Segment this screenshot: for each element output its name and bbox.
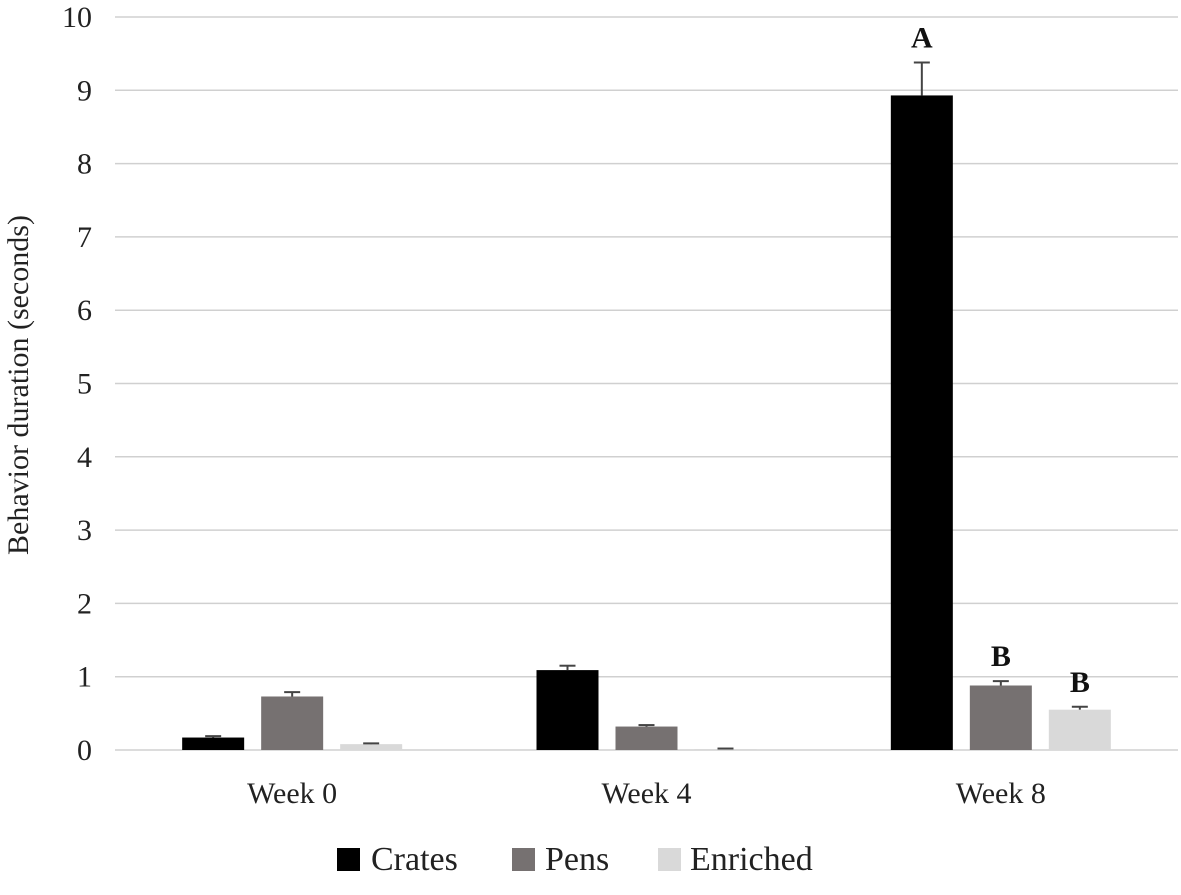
x-category-label: Week 8: [956, 777, 1046, 810]
significance-label: B: [1070, 666, 1090, 699]
bar-enriched-week-0: [340, 744, 403, 750]
legend: Crates Pens Enriched: [337, 841, 813, 878]
y-tick-label: 5: [77, 368, 92, 401]
y-tick-label: 2: [77, 587, 92, 620]
y-tick-label: 10: [62, 1, 92, 34]
legend-swatch-pens: [512, 848, 535, 871]
bar-crates-week-8: [890, 95, 953, 750]
significance-label: B: [991, 640, 1011, 673]
y-axis-ticks: 0 1 2 3 4 5 6 7 8 9 10: [62, 1, 92, 767]
y-tick-label: 8: [77, 148, 92, 181]
gridlines: [115, 16, 1178, 751]
y-tick-label: 4: [77, 441, 92, 474]
y-tick-label: 0: [77, 734, 92, 767]
bar-pens-week-0: [261, 696, 324, 750]
y-tick-label: 1: [77, 661, 92, 694]
legend-label-enriched: Enriched: [690, 841, 813, 878]
legend-label-pens: Pens: [545, 841, 609, 878]
legend-swatch-crates: [337, 848, 360, 871]
x-category-label: Week 0: [247, 777, 337, 810]
bars: [182, 95, 1111, 750]
y-tick-label: 3: [77, 514, 92, 547]
bar-crates-week-4: [536, 670, 599, 750]
significance-labels: A B B: [911, 21, 1090, 698]
y-axis-title: Behavior duration (seconds): [2, 215, 35, 555]
x-category-label: Week 4: [601, 777, 691, 810]
y-tick-label: 9: [77, 74, 92, 107]
x-axis-categories: Week 0 Week 4 Week 8: [247, 777, 1046, 810]
error-bars: [205, 61, 1088, 750]
significance-label: A: [911, 21, 933, 54]
y-tick-label: 6: [77, 294, 92, 327]
legend-swatch-enriched: [658, 848, 681, 871]
bar-crates-week-0: [182, 737, 245, 750]
bar-pens-week-4: [615, 726, 678, 750]
legend-label-crates: Crates: [371, 841, 458, 878]
bar-enriched-week-8: [1048, 709, 1111, 750]
y-tick-label: 7: [77, 221, 92, 254]
bar-pens-week-8: [969, 685, 1032, 750]
